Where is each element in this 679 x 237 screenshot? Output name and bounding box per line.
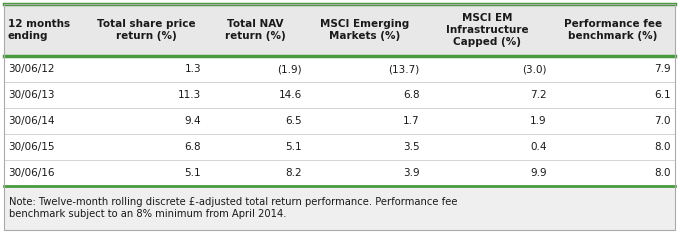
Text: 8.2: 8.2	[285, 168, 302, 178]
Text: 3.9: 3.9	[403, 168, 420, 178]
Text: 30/06/16: 30/06/16	[8, 168, 54, 178]
Text: 11.3: 11.3	[178, 90, 201, 100]
Text: 9.4: 9.4	[185, 116, 201, 126]
Text: 6.5: 6.5	[285, 116, 302, 126]
Bar	[4, 108, 675, 134]
Bar	[4, 186, 675, 230]
Text: 3.5: 3.5	[403, 142, 420, 152]
Bar	[4, 4, 675, 56]
Text: 1.7: 1.7	[403, 116, 420, 126]
Bar	[4, 134, 675, 160]
Text: 1.3: 1.3	[185, 64, 201, 74]
Text: 5.1: 5.1	[185, 168, 201, 178]
Text: 7.0: 7.0	[655, 116, 671, 126]
Text: 9.9: 9.9	[530, 168, 547, 178]
Text: MSCI EM
Infrastructure
Capped (%): MSCI EM Infrastructure Capped (%)	[446, 14, 528, 47]
Text: 6.8: 6.8	[185, 142, 201, 152]
Text: (13.7): (13.7)	[388, 64, 420, 74]
Bar	[4, 56, 675, 82]
Text: 7.2: 7.2	[530, 90, 547, 100]
Text: 8.0: 8.0	[655, 168, 671, 178]
Text: 0.4: 0.4	[530, 142, 547, 152]
Text: 1.9: 1.9	[530, 116, 547, 126]
Text: 14.6: 14.6	[278, 90, 302, 100]
Text: 30/06/13: 30/06/13	[8, 90, 54, 100]
Text: (3.0): (3.0)	[522, 64, 547, 74]
Text: 30/06/12: 30/06/12	[8, 64, 54, 74]
Text: MSCI Emerging
Markets (%): MSCI Emerging Markets (%)	[320, 19, 409, 41]
Text: (1.9): (1.9)	[277, 64, 302, 74]
Text: 12 months
ending: 12 months ending	[8, 19, 70, 41]
Text: 7.9: 7.9	[655, 64, 671, 74]
Text: 30/06/15: 30/06/15	[8, 142, 54, 152]
Text: 5.1: 5.1	[285, 142, 302, 152]
Text: Total NAV
return (%): Total NAV return (%)	[225, 19, 286, 41]
Text: 8.0: 8.0	[655, 142, 671, 152]
Text: Note: Twelve-month rolling discrete £-adjusted total return performance. Perform: Note: Twelve-month rolling discrete £-ad…	[9, 197, 458, 219]
Text: Total share price
return (%): Total share price return (%)	[97, 19, 196, 41]
Text: 6.8: 6.8	[403, 90, 420, 100]
Bar	[4, 160, 675, 186]
Text: Performance fee
benchmark (%): Performance fee benchmark (%)	[564, 19, 662, 41]
Bar	[4, 82, 675, 108]
Text: 30/06/14: 30/06/14	[8, 116, 54, 126]
Text: 6.1: 6.1	[655, 90, 671, 100]
